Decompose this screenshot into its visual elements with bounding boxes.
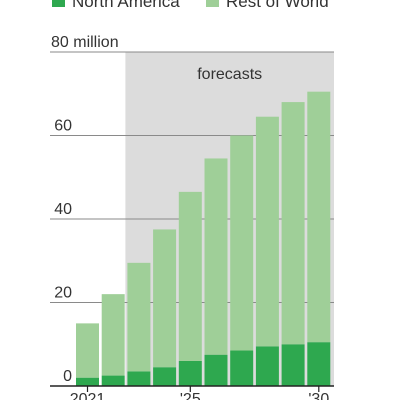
bar-north-america-2024	[153, 367, 177, 386]
bars	[76, 91, 331, 386]
bar-north-america-2023	[127, 371, 151, 386]
x-tick-label: '25	[180, 391, 201, 400]
bar-rest-of-world-2029	[281, 102, 305, 345]
bar-rest-of-world-2023	[127, 262, 151, 372]
bar-north-america-2025	[178, 360, 202, 386]
x-tick-label: '30	[308, 391, 329, 400]
bar-rest-of-world-2024	[153, 229, 177, 368]
bar-north-america-2021	[76, 377, 99, 386]
labels: forecasts 0 20 40 60 80 million 2021 '25 '30 Nort…	[51, 0, 329, 400]
y-tick-label: 20	[54, 285, 72, 302]
legend-label-rest-of-world: Rest of World	[226, 0, 329, 11]
bar-north-america-2022	[101, 375, 125, 386]
y-tick-label: 40	[54, 201, 72, 218]
legend-swatch-rest-of-world	[206, 0, 219, 7]
bar-rest-of-world-2021	[76, 323, 99, 378]
bar-north-america-2029	[281, 344, 305, 386]
bar-rest-of-world-2022	[101, 294, 125, 376]
bar-north-america-2026	[204, 354, 228, 386]
axis	[50, 385, 334, 392]
legend-label-north-america: North America	[72, 0, 180, 11]
bar-rest-of-world-2028	[255, 116, 279, 347]
bar-north-america-2030	[307, 342, 331, 386]
y-tick-label: 60	[54, 118, 72, 135]
y-tick-label: 0	[63, 368, 72, 385]
x-tick-label: 2021	[70, 391, 106, 400]
bar-rest-of-world-2030	[307, 91, 331, 343]
forecast-label: forecasts	[197, 66, 262, 83]
bar-rest-of-world-2025	[178, 191, 202, 361]
bar-rest-of-world-2027	[230, 135, 254, 351]
bar-north-america-2027	[230, 350, 254, 386]
bar-north-america-2028	[255, 346, 279, 386]
legend-swatch-north-america	[52, 0, 65, 7]
y-tick-label: 80 million	[51, 34, 119, 51]
bar-rest-of-world-2026	[204, 158, 228, 355]
